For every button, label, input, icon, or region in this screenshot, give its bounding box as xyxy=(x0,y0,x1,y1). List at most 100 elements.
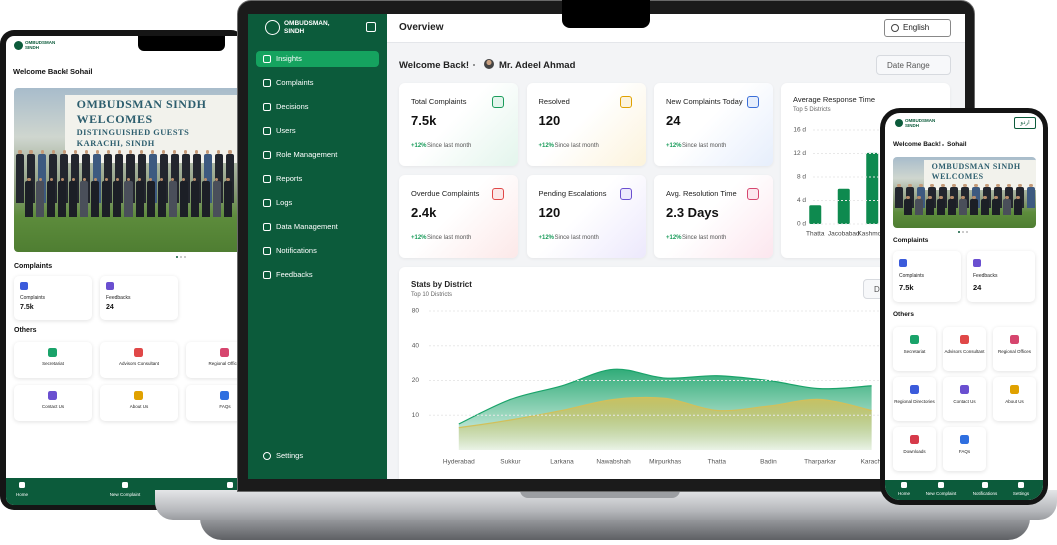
stat-card[interactable]: Feedbacks 24 xyxy=(100,276,178,320)
person-head xyxy=(972,196,976,200)
nav-item[interactable]: Data Management xyxy=(276,222,338,231)
person-body xyxy=(82,153,91,203)
person-head xyxy=(1007,183,1011,188)
person-body xyxy=(904,199,912,215)
stat-card[interactable]: Feedbacks 24 xyxy=(967,251,1035,302)
person-body xyxy=(203,153,212,203)
nav-item[interactable]: Reports xyxy=(276,174,303,183)
nav-icon xyxy=(263,223,271,231)
person-body xyxy=(1003,199,1011,215)
nav-item[interactable]: Logs xyxy=(276,198,293,207)
stat-card[interactable]: Complaints 7.5k xyxy=(14,276,92,320)
nav-label[interactable]: Notifications xyxy=(972,491,998,496)
stat-card[interactable]: Complaints 7.5k xyxy=(893,251,961,302)
tile-label: Downloads xyxy=(903,449,926,454)
dot xyxy=(65,71,67,73)
x-tick-label: Kashmore xyxy=(857,231,887,238)
nav-item[interactable]: Complaints xyxy=(276,78,314,87)
nav-item[interactable]: Decisions xyxy=(276,102,309,111)
person-head xyxy=(162,150,166,154)
nav-icon xyxy=(263,151,271,159)
service-tile[interactable]: Regional Offices xyxy=(993,327,1036,371)
nav-label[interactable]: Home xyxy=(15,492,28,497)
nav-item[interactable]: Insights xyxy=(276,54,302,63)
welcome: Welcome Back! xyxy=(13,67,69,76)
stat-value: 24 xyxy=(106,304,114,311)
person-head xyxy=(150,150,155,154)
kpi-card: Overdue Complaints 2.4k +12% Since last mon… xyxy=(399,175,518,258)
kpi-note: Since last month xyxy=(682,143,727,149)
chart: Hyderabad Sukkur Larkana Nawabshah Mirpurkha… xyxy=(412,308,950,466)
collapse-button[interactable] xyxy=(366,22,376,32)
carousel-dot xyxy=(962,231,964,233)
person-body xyxy=(69,181,78,218)
logo-text: OMBUDSMAN, SINDH xyxy=(284,20,330,35)
person-head xyxy=(84,150,88,154)
service-tile[interactable]: Secretariat xyxy=(893,327,936,371)
logo-text: OMBUDSMAN SINDH xyxy=(905,118,936,128)
kpi-note: Since last month xyxy=(554,143,599,149)
phone: OMBUDSMAN SINDH اردو Welcome Back! Sohail OM… xyxy=(880,108,1048,505)
person-head xyxy=(195,150,199,154)
icon xyxy=(106,282,114,290)
nav-item[interactable]: Users xyxy=(276,126,296,135)
person-head xyxy=(193,178,197,182)
photo: OMBUDSMAN SINDH WELCOMES DISTINGUISHED GUE… xyxy=(14,88,245,252)
service-tile[interactable]: Regional Directories xyxy=(893,377,936,421)
kpi-label: Overdue Complaints xyxy=(411,189,480,198)
date-range-button[interactable]: Date Range xyxy=(876,55,951,75)
nav-item[interactable]: Role Management xyxy=(276,150,338,159)
person-head xyxy=(906,196,910,200)
stat-label: Complaints xyxy=(20,295,46,301)
language-button[interactable]: اردو xyxy=(1014,117,1036,129)
kpi-card: Avg. Resolution Time 2.3 Days +12% Since la… xyxy=(654,175,773,258)
service-tile[interactable]: Contact Us xyxy=(943,377,986,421)
section-heading: Complaints xyxy=(893,237,929,244)
icon xyxy=(19,482,25,488)
person-head xyxy=(27,178,31,182)
service-tile[interactable]: Secretariat xyxy=(14,342,92,378)
kpi-change: +12% xyxy=(538,235,555,241)
service-tile[interactable]: Contact Us xyxy=(14,385,92,421)
service-tile[interactable]: Regional Offices xyxy=(186,342,245,378)
service-tile[interactable]: Downloads xyxy=(893,427,936,471)
tile-label: Secretariat xyxy=(42,361,64,366)
nav-label[interactable]: New Complaint xyxy=(925,491,957,496)
x-tick-label: Nawabshah xyxy=(596,459,631,466)
service-tile[interactable]: FAQs xyxy=(943,427,986,471)
nav-item[interactable]: Feedbacks xyxy=(276,270,313,279)
service-tile[interactable]: About Us xyxy=(993,377,1036,421)
person-body xyxy=(124,181,133,218)
person-body xyxy=(992,199,1000,215)
nav-label[interactable]: Home xyxy=(897,491,910,496)
kpi-label: Resolved xyxy=(538,97,570,106)
service-tile[interactable]: Advisors Consultant xyxy=(100,342,178,378)
logo-text: OMBUDSMAN SINDH xyxy=(25,40,56,50)
person-body xyxy=(972,187,980,209)
nav-label[interactable]: Settings xyxy=(1012,491,1030,496)
person-body xyxy=(159,153,168,203)
language: اردو xyxy=(1020,120,1030,126)
person-body xyxy=(928,187,936,209)
banner-text: WELCOMES xyxy=(931,172,984,182)
carousel-dot xyxy=(176,256,178,258)
nav-item[interactable]: Settings xyxy=(276,451,304,460)
person-body xyxy=(135,181,144,218)
language-select[interactable]: English xyxy=(884,19,951,37)
chart-title: Average Response Time xyxy=(793,95,875,104)
service-tile[interactable]: Advisors Consultant xyxy=(943,327,986,371)
globe-icon xyxy=(891,24,899,32)
person-body xyxy=(47,181,56,218)
service-tile[interactable]: FAQs xyxy=(186,385,245,421)
kpi-card: Pending Escalations 120 +12% Since last mon… xyxy=(526,175,646,258)
icon xyxy=(910,335,919,344)
service-tile[interactable]: About Us xyxy=(100,385,178,421)
nav-label[interactable]: New Complaint xyxy=(109,492,141,497)
nav-icon xyxy=(263,175,271,183)
nav-item[interactable]: Notifications xyxy=(276,246,317,255)
person-head xyxy=(51,150,55,154)
person-head xyxy=(73,150,77,154)
person-body xyxy=(137,153,146,203)
welcome: Welcome Back! xyxy=(893,141,941,148)
